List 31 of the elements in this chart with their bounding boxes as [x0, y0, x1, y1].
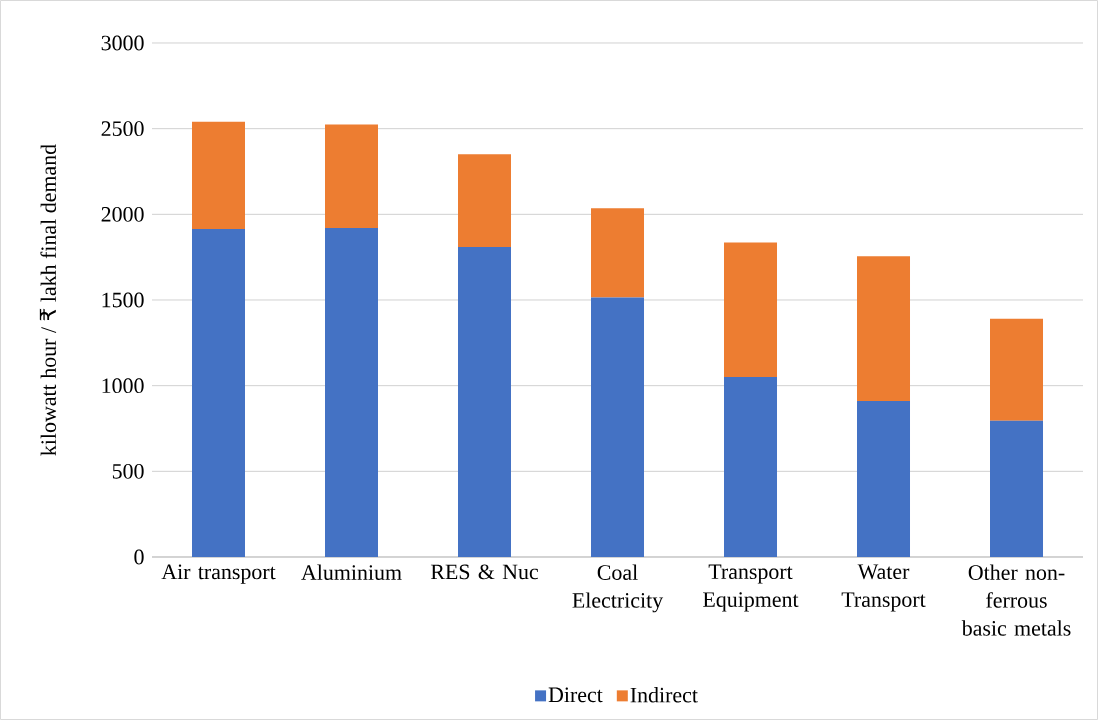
bar — [591, 297, 644, 557]
bar — [990, 420, 1043, 557]
bar — [724, 377, 777, 557]
x-tick-label: Aluminium — [301, 564, 402, 580]
bar — [857, 401, 910, 557]
bar — [990, 318, 1043, 421]
bar — [192, 228, 245, 557]
y-tick-label: 3000 — [101, 35, 144, 51]
bar — [724, 242, 777, 378]
bar — [325, 124, 378, 229]
y-tick-label: 2000 — [101, 206, 144, 222]
x-tick-label: RES & Nuc — [430, 564, 539, 580]
x-tick-label: Transport Equipment — [703, 564, 799, 612]
legend-label: Direct — [548, 687, 603, 703]
y-tick-label: 0 — [134, 549, 144, 565]
bar — [458, 154, 511, 247]
y-tick-label: 1500 — [102, 292, 144, 308]
x-tick-label: Air transport — [161, 564, 276, 584]
bar — [857, 256, 910, 402]
bar — [192, 121, 245, 229]
legend-label: Indirect — [630, 687, 698, 703]
x-tick-label: Coal Electricity — [572, 564, 664, 613]
y-tick-label: 2500 — [101, 121, 144, 137]
bar — [458, 246, 511, 557]
bar — [591, 208, 644, 298]
y-tick-label: 500 — [112, 463, 144, 479]
x-tick-label: Water Transport — [841, 564, 926, 612]
bar — [325, 228, 378, 557]
y-axis-title: kilowatt hour / ₹ lakh final demand — [39, 144, 57, 456]
x-tick-label: Other non-ferrous basic metals — [961, 564, 1071, 636]
y-tick-label: 1000 — [102, 378, 144, 394]
